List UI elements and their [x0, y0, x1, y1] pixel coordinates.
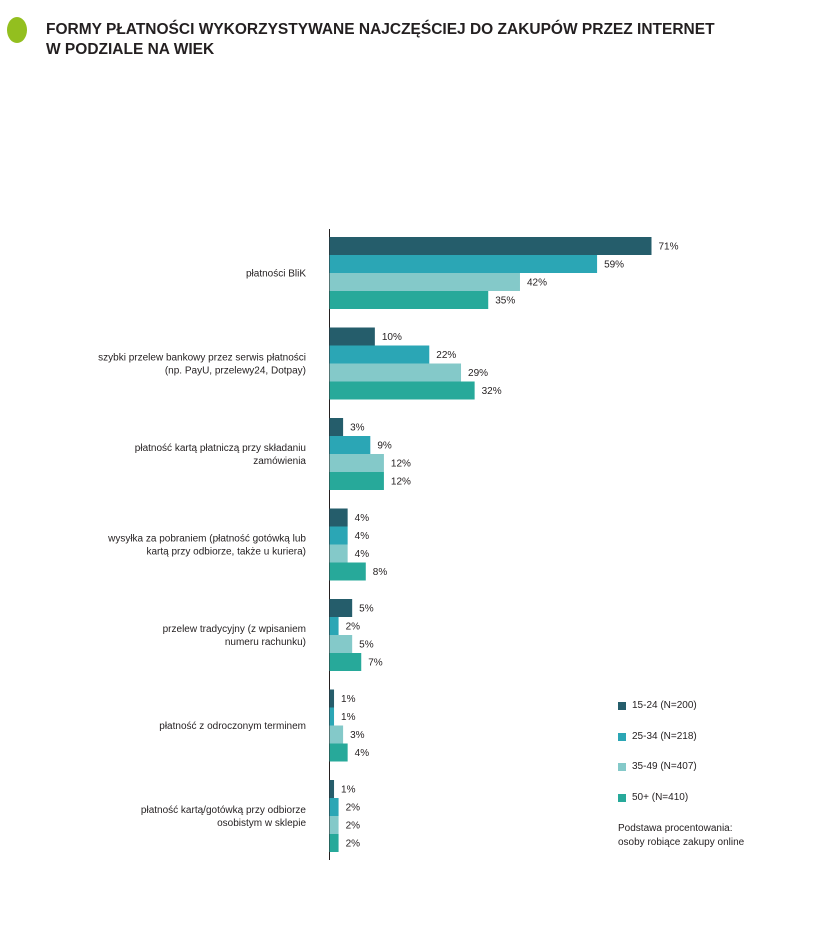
- bar: [329, 635, 353, 653]
- legend-item-15-24: 15-24 (N=200): [618, 700, 808, 712]
- value-label: 2%: [346, 839, 361, 850]
- bar: [329, 743, 348, 762]
- legend-swatch-35-49: [618, 763, 626, 771]
- value-label: 8%: [373, 567, 388, 578]
- bar: [329, 562, 366, 581]
- chart-title: FORMY PŁATNOŚCI WYKORZYSTYWANE NAJCZĘŚCI…: [46, 20, 766, 60]
- value-label: 7%: [368, 658, 383, 669]
- category-label-line: osobistym w sklepie: [217, 818, 306, 829]
- bar: [329, 418, 344, 436]
- bar: [329, 689, 335, 708]
- value-label: 59%: [604, 260, 624, 271]
- category-label: szybki przelew bankowy przez serwis płat…: [98, 353, 306, 377]
- value-label: 32%: [482, 386, 502, 397]
- bar: [329, 381, 475, 400]
- category-label: przelew tradycyjny (z wpisaniem numeru ra…: [163, 624, 306, 648]
- value-label: 1%: [341, 712, 356, 723]
- bar: [329, 707, 335, 726]
- value-label: 5%: [359, 604, 374, 615]
- value-label: 42%: [527, 278, 547, 289]
- bar: [329, 599, 353, 617]
- legend-label-25-34: 25-34 (N=218): [632, 730, 697, 742]
- bar: [329, 291, 489, 309]
- category-label: płatność kartą/gotówką przy odbiorze osob…: [141, 805, 307, 829]
- category-label: płatność kartą płatniczą przy składaniu z…: [135, 443, 307, 467]
- bar: [329, 544, 348, 563]
- value-label: 1%: [341, 694, 356, 705]
- value-label: 2%: [346, 622, 361, 633]
- bar: [329, 255, 598, 273]
- category-label-line: zamówienia: [253, 456, 306, 467]
- category-label-line: (np. PayU, przelewy24, Dotpay): [165, 366, 306, 377]
- bar: [329, 798, 339, 816]
- category-label-line: płatność kartą płatniczą przy składaniu: [135, 443, 306, 454]
- value-label: 9%: [377, 441, 392, 452]
- bar: [329, 327, 375, 346]
- value-label: 12%: [391, 459, 411, 470]
- value-label: 71%: [659, 242, 679, 253]
- value-label: 10%: [382, 332, 402, 343]
- bar: [329, 526, 348, 545]
- bar: [329, 436, 371, 454]
- category-label-line: płatność kartą/gotówką przy odbiorze: [141, 805, 307, 816]
- category-label: płatności BliK: [246, 269, 306, 280]
- category-label-line: szybki przelew bankowy przez serwis płat…: [98, 353, 306, 364]
- value-label: 1%: [341, 785, 356, 796]
- bar: [329, 237, 652, 255]
- base-note-line-2: osoby robiące zakupy online: [618, 837, 745, 848]
- legend-item-50-plus: 50+ (N=410): [618, 792, 808, 804]
- category-label-line: kartą przy odbiorze, także u kuriera): [146, 547, 306, 558]
- legend-label-15-24: 15-24 (N=200): [632, 700, 697, 711]
- value-label: 29%: [468, 368, 488, 379]
- value-label: 35%: [495, 296, 515, 307]
- legend: 15-24 (N=200) 25-34 (N=218) 35-49 (N=407…: [618, 700, 808, 822]
- bar: [329, 834, 339, 852]
- value-label: 2%: [346, 803, 361, 814]
- value-label: 4%: [355, 748, 370, 759]
- value-label: 12%: [391, 477, 411, 488]
- bar: [329, 725, 344, 744]
- bar: [329, 472, 384, 490]
- legend-item-35-49: 35-49 (N=407): [618, 761, 808, 773]
- value-label: 2%: [346, 821, 361, 832]
- bar: [329, 345, 430, 364]
- category-label-line: przelew tradycyjny (z wpisaniem: [163, 624, 306, 635]
- bar: [329, 454, 384, 472]
- value-label: 3%: [350, 423, 365, 434]
- legend-swatch-25-34: [618, 732, 626, 741]
- value-label: 3%: [350, 730, 365, 741]
- value-label: 22%: [436, 350, 456, 361]
- value-label: 5%: [359, 640, 374, 651]
- bar: [329, 363, 462, 382]
- legend-label-50-plus: 50+ (N=410): [632, 791, 689, 803]
- title-marker: [7, 17, 27, 43]
- base-note-line-1: Podstawa procentowania:: [618, 823, 733, 834]
- value-label: 4%: [355, 531, 370, 542]
- category-label-line: numeru rachunku): [225, 637, 306, 648]
- category-label: płatność z odroczonym terminem: [159, 721, 306, 732]
- legend-label-35-49: 35-49 (N=407): [632, 761, 697, 772]
- legend-swatch-50-plus: [618, 793, 626, 802]
- legend-item-25-34: 25-34 (N=218): [618, 731, 808, 743]
- value-label: 4%: [355, 549, 370, 560]
- category-label-line: płatność z odroczonym terminem: [159, 721, 306, 732]
- bar: [329, 273, 520, 291]
- value-label: 4%: [355, 513, 370, 524]
- category-label-line: wysyłka za pobraniem (płatność gotówką l…: [107, 534, 306, 545]
- category-label-line: płatności BliK: [246, 269, 306, 280]
- base-note: Podstawa procentowania: osoby robiące za…: [618, 822, 744, 850]
- chart-title-line-2: W PODZIALE NA WIEK: [46, 41, 215, 58]
- chart-title-line-1: FORMY PŁATNOŚCI WYKORZYSTYWANE NAJCZĘŚCI…: [46, 21, 715, 38]
- bar: [329, 653, 362, 671]
- bar: [329, 816, 339, 834]
- bar: [329, 780, 335, 798]
- legend-swatch-15-24: [618, 702, 626, 710]
- bar: [329, 508, 348, 527]
- bar: [329, 617, 339, 635]
- category-label: wysyłka za pobraniem (płatność gotówką l…: [107, 534, 306, 558]
